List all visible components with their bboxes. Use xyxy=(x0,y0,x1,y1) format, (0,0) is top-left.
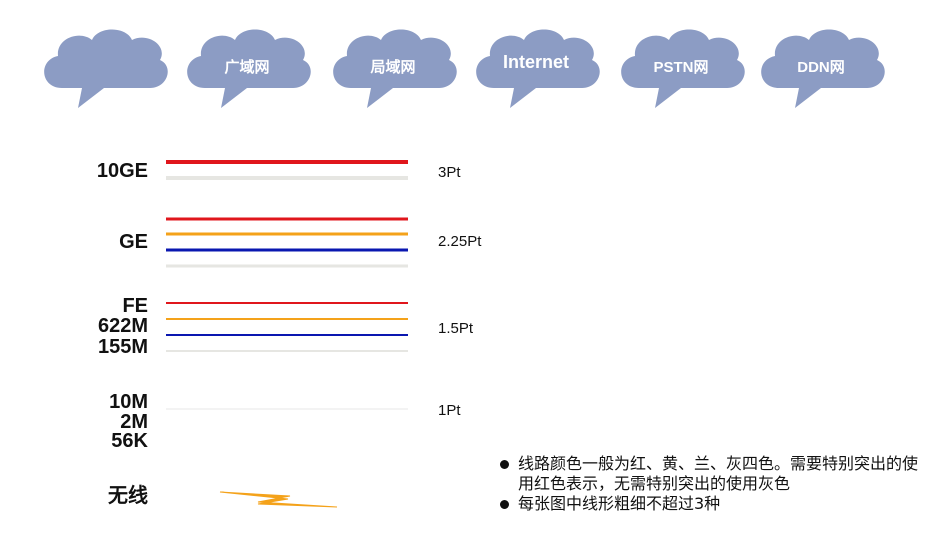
line-weight-label: 1.5Pt xyxy=(438,320,474,337)
note-item: 每张图中线形粗细不超过3种 xyxy=(500,494,930,514)
bullet-icon xyxy=(500,500,509,509)
cloud-shape: 局域网 xyxy=(333,29,457,108)
cloud-shape: 广域网 xyxy=(187,29,311,108)
cloud-icon xyxy=(187,29,311,108)
wireless-lightning-icon xyxy=(219,491,338,508)
line-weight-label: 1Pt xyxy=(438,402,461,419)
cloud-shape xyxy=(44,29,168,108)
row-label: 10GE xyxy=(97,160,148,182)
cloud-label: PSTN网 xyxy=(653,59,708,76)
cloud-icon xyxy=(621,29,745,108)
cloud-label: 局域网 xyxy=(369,58,415,76)
line-weight-label: 3Pt xyxy=(438,164,461,181)
line-style-row: 10GE 3Pt xyxy=(97,160,461,182)
line-style-row: GE 2.25Pt xyxy=(119,217,482,268)
cloud-icon xyxy=(761,29,885,108)
cloud-icon xyxy=(476,29,600,108)
cloud-shape: DDN网 xyxy=(761,29,885,108)
cloud-row: 广域网 局域网 Internet PSTN网 DDN网 xyxy=(44,29,885,108)
row-label: 622M xyxy=(98,315,148,337)
row-label: 无线 xyxy=(108,483,148,507)
cloud-icon xyxy=(333,29,457,108)
cloud-label: Internet xyxy=(503,52,569,72)
note-item: 线路颜色一般为红、黄、兰、灰四色。需要特别突出的使用红色表示，无需特别突出的使用… xyxy=(500,454,930,494)
notes-list: 线路颜色一般为红、黄、兰、灰四色。需要特别突出的使用红色表示，无需特别突出的使用… xyxy=(500,454,930,514)
row-label: 2M xyxy=(120,411,148,433)
line-style-row: 无线 xyxy=(108,483,338,508)
row-label: GE xyxy=(119,231,148,253)
line-weight-label: 2.25Pt xyxy=(438,233,482,250)
cloud-label: 广域网 xyxy=(224,58,269,76)
note-text: 每张图中线形粗细不超过3种 xyxy=(518,494,721,513)
bullet-icon xyxy=(500,460,509,469)
cloud-shape: Internet xyxy=(476,29,600,108)
note-text: 线路颜色一般为红、黄、兰、灰四色。需要特别突出的使用红色表示，无需特别突出的使用… xyxy=(518,454,919,493)
cloud-shape: PSTN网 xyxy=(621,29,745,108)
row-label: FE xyxy=(122,295,148,317)
cloud-label: DDN网 xyxy=(797,59,845,76)
row-label: 155M xyxy=(98,336,148,358)
row-label: 56K xyxy=(111,430,148,452)
cloud-icon xyxy=(44,29,168,108)
row-label: 10M xyxy=(109,391,148,413)
